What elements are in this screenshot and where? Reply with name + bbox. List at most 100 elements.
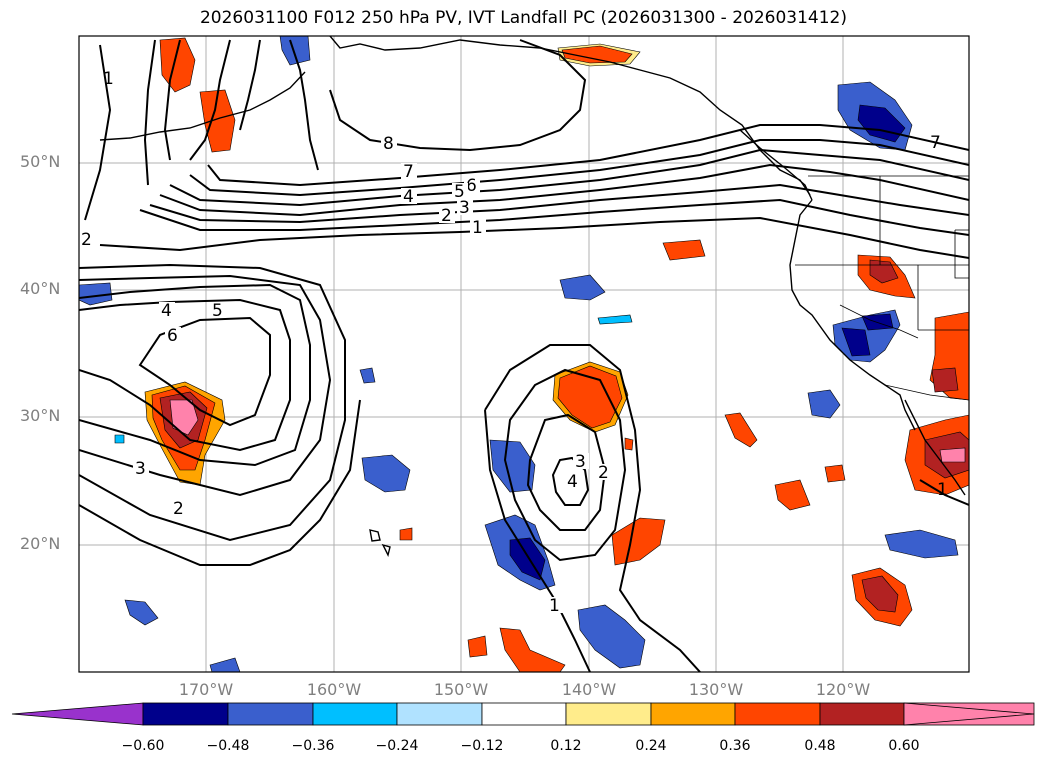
colorbar-tick-5: −0.12 [460,738,504,754]
contour-left-c [189,39,231,161]
contour-1-far-left [84,44,112,221]
neg-blob-l [124,599,159,626]
colorbar-tick-8: 0.36 [719,738,751,754]
contour-label-center-1: 1 [549,596,560,616]
contour-3 [149,183,969,224]
contour-label-1: 1 [472,218,483,238]
neg-blob-f [577,604,646,669]
contour-label-west-3: 3 [135,459,146,479]
pos-blob-p [467,635,488,658]
colorbar [11,702,1035,726]
contour-3-west [79,274,332,497]
pos-blob-i [774,479,811,511]
colorbar-seg-2 [227,702,314,726]
contour-label-8: 8 [383,134,394,154]
colorbar-seg-5 [481,702,567,726]
contour-2 [139,198,969,236]
contour-6 [189,139,969,197]
colorbar-tick-10: 0.60 [888,738,920,754]
contour-label-west-6: 6 [167,326,178,346]
lon-label-170w: 170°W [178,680,234,699]
colorbar-seg-8 [734,702,821,726]
map-panel: 8 7 6 5 4 3 2 1 4 5 6 3 2 4 [79,36,969,672]
pos-blob-l-in [869,259,899,284]
map-title: 2026031100 F012 250 hPa PV, IVT Landfall… [199,8,847,28]
contour-1 [99,216,969,259]
lon-label-120w: 120°W [815,680,871,699]
contour-2-west [79,263,346,542]
contour-1-se [919,479,969,506]
contour-label-west-5: 5 [212,301,223,321]
neg-blob-d [489,439,536,493]
pos-blob-n-pink [939,447,966,463]
pos-blob-q [399,527,413,541]
colorbar-tick-1: −0.60 [121,738,165,754]
neg-blob-k [79,282,113,306]
lat-label-20n: 20°N [20,534,61,553]
colorbar-seg-1 [142,702,229,726]
contour-4-center [551,456,590,506]
neg-blob-h [807,389,841,419]
pos-blob-j [824,464,846,483]
colorbar-tick-3: −0.36 [291,738,335,754]
contour-8-north [329,39,587,152]
neg-blob-i [884,529,959,559]
neg-blob-o [597,314,633,325]
contour-left-d [239,39,261,131]
contour-label-3: 3 [459,198,470,218]
contour-label-west-2: 2 [173,499,184,519]
lon-label-150w: 150°W [433,680,489,699]
contour-left-b [143,39,156,186]
pos-blob-d [662,239,706,261]
contour-left-a [163,39,181,161]
colorbar-seg-4 [396,702,483,726]
contour-label-farleft-2: 2 [81,230,92,250]
contour-label-ne-7: 7 [930,133,941,153]
contour-label-7: 7 [403,162,414,182]
lat-label-30n: 30°N [20,406,61,425]
colorbar-seg-3 [312,702,398,726]
pos-blob-g [724,412,758,448]
pos-blob-f-in [557,365,623,429]
neg-blob-j [279,36,311,66]
pv-positive-anomalies [144,37,969,672]
lon-label-160w: 160°W [306,680,362,699]
contour-3-center [526,413,607,531]
neg-blob-p [114,434,125,444]
contour-label-group: 8 7 6 5 4 3 2 1 4 5 6 3 2 4 [81,69,948,616]
neg-blob-g [361,454,411,493]
contour-2-center [503,368,627,562]
contour-label-west-4: 4 [161,301,172,321]
contour-label-4: 4 [403,187,414,207]
pos-blob-m-in [931,367,959,393]
neg-blob-n [359,367,376,384]
contour-label-center-4: 4 [567,472,578,492]
neg-blob-b-in [841,327,871,357]
contour-4 [159,163,969,217]
colorbar-seg-6 [565,702,652,726]
colorbar-tick-2: −0.48 [206,738,250,754]
colorbar-tick-9: 0.48 [804,738,836,754]
contour-1-center-b [484,409,591,672]
contour-label-center-2: 2 [598,463,609,483]
neg-blob-b2 [861,313,894,331]
pos-blob-r [624,437,634,451]
pos-blob-b [199,89,236,153]
colorbar-tick-4: −0.24 [375,738,419,754]
pos-blob-o [499,627,566,672]
contour-label-5: 5 [454,182,465,202]
us-west-coast [789,199,916,431]
contour-label-2: 2 [441,206,452,226]
contour-label-center-3: 3 [575,452,586,472]
contour-label-se-1: 1 [937,480,948,500]
neg-blob-m [209,657,241,672]
pos-blob-c-in [561,45,633,64]
contour-1-center [484,344,701,672]
contour-6-west [138,316,271,427]
contour-label-6: 6 [466,176,477,196]
aleutian-chain [99,71,306,141]
neg-blob-c [559,274,606,301]
political-borders [795,175,969,401]
map-frame [78,35,970,673]
